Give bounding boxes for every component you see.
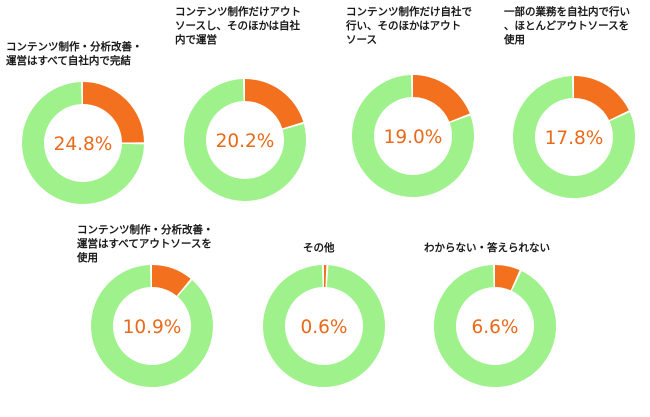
donut-label-4: 一部の業務を自社内で行い 、ほとんどアウトソースを 使用 bbox=[504, 6, 630, 46]
donut-chart-4: 17.8% bbox=[513, 76, 635, 198]
donut-value-slice bbox=[413, 75, 470, 122]
donut-label-6: その他 bbox=[303, 242, 335, 254]
donut-value-label: 20.2% bbox=[216, 131, 275, 152]
donut-label-7: わからない・答えられない bbox=[424, 242, 550, 254]
donut-value-slice bbox=[574, 76, 629, 120]
donut-remainder-slice bbox=[513, 76, 635, 198]
donut-label-5: コンテンツ制作・分析改善・ 運営はすべてアウトソースを 使用 bbox=[77, 224, 214, 264]
donut-value-slice bbox=[495, 265, 520, 291]
donut-value-label: 0.6% bbox=[301, 317, 348, 338]
donut-remainder-slice bbox=[263, 265, 385, 387]
donut-label-1: コンテンツ制作・分析改善・ 運営はすべて自社内で完結 bbox=[6, 41, 143, 67]
donut-value-slice bbox=[245, 79, 304, 129]
donut-value-label: 19.0% bbox=[384, 127, 443, 148]
donut-remainder-slice bbox=[434, 265, 556, 387]
donut-value-label: 6.6% bbox=[472, 317, 519, 338]
donut-value-slice bbox=[83, 82, 144, 143]
donut-value-slice bbox=[152, 265, 191, 296]
donut-remainder-slice bbox=[90, 265, 213, 387]
donut-value-slice bbox=[324, 265, 327, 288]
donut-chart-3: 19.0% bbox=[352, 75, 474, 197]
donut-remainder-slice bbox=[21, 82, 144, 204]
donut-label-2: コンテンツ制作だけアウト ソースし、そのほかは自社 内で運営 bbox=[175, 6, 301, 46]
donut-remainder-slice bbox=[184, 79, 306, 201]
donut-remainder-slice bbox=[352, 75, 474, 197]
donut-value-label: 24.8% bbox=[54, 134, 113, 155]
donut-label-3: コンテンツ制作だけ自社で 行い、そのほかはアウト ソース bbox=[346, 6, 472, 46]
donut-chart-2: 20.2% bbox=[184, 79, 306, 201]
donut-chart-5: 10.9% bbox=[90, 265, 213, 387]
donut-value-label: 17.8% bbox=[545, 128, 604, 149]
donut-chart-7: 6.6% bbox=[434, 265, 556, 387]
donut-chart-1: 24.8% bbox=[21, 82, 144, 204]
donut-value-label: 10.9% bbox=[123, 317, 182, 338]
donut-chart-6: 0.6% bbox=[263, 265, 385, 387]
